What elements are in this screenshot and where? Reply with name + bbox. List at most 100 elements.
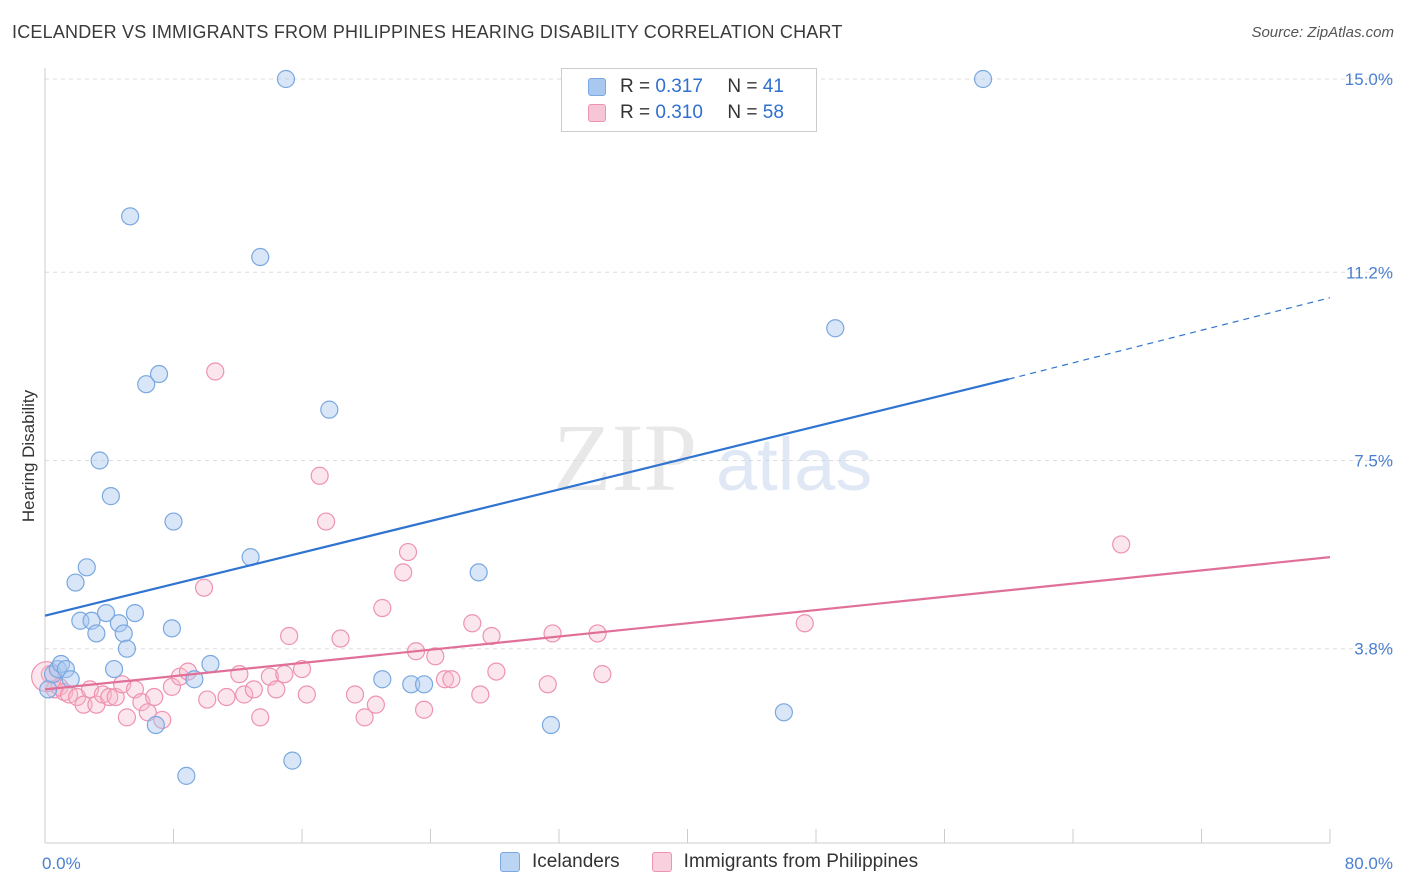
legend-r-value: 0.317	[655, 76, 703, 97]
philippines-point	[345, 685, 365, 704]
chart-title: ICELANDER VS IMMIGRANTS FROM PHILIPPINES…	[12, 22, 843, 42]
source-credit: Source: ZipAtlas.com	[1251, 24, 1394, 41]
icelanders-point	[117, 639, 137, 658]
legend-row-philippines: R = 0.310 N = 58	[588, 100, 784, 126]
icelanders-point	[66, 573, 85, 592]
icelanders-point	[177, 766, 196, 785]
icelanders-point	[402, 675, 421, 694]
philippines-point	[198, 690, 217, 709]
icelanders-point	[90, 451, 109, 470]
philippines-point	[1112, 535, 1131, 554]
philippines-point	[297, 685, 316, 704]
philippines-point	[398, 542, 418, 562]
x-tick-label: 80.0%	[1345, 854, 1393, 873]
philippines-point	[117, 708, 137, 727]
philippines-point	[217, 687, 236, 707]
philippines-point	[194, 578, 214, 597]
philippines-point	[244, 680, 263, 699]
icelanders-point	[320, 400, 339, 419]
philippines-point	[280, 626, 299, 646]
icelanders-point	[774, 703, 793, 722]
legend-swatch-pink	[588, 104, 606, 122]
icelanders-point	[201, 654, 220, 674]
series-legend: Icelanders Immigrants from Philippines	[500, 851, 950, 873]
philippines-point	[251, 708, 270, 727]
icelanders-point	[77, 558, 96, 577]
y-tick-label: 11.2%	[1346, 263, 1393, 282]
icelanders-point	[973, 69, 993, 89]
philippines-point	[316, 512, 336, 531]
legend-row-icelanders: R = 0.317 N = 41	[588, 74, 784, 100]
legend-r-value: 0.310	[655, 102, 703, 123]
legend-label-philippines: Immigrants from Philippines	[683, 851, 919, 872]
legend-r-label: R =	[620, 102, 651, 123]
philippines-point	[442, 670, 461, 689]
icelanders-trend-extension	[1008, 297, 1331, 380]
philippines-point	[795, 614, 814, 633]
legend-n-label: N =	[727, 76, 758, 97]
icelanders-point	[826, 319, 845, 338]
philippines-point	[275, 665, 294, 684]
y-tick-label: 15.0%	[1345, 70, 1393, 89]
philippines-point	[331, 629, 350, 648]
philippines-point	[355, 708, 374, 727]
watermark-zip: ZIP	[553, 404, 697, 511]
philippines-point	[471, 685, 490, 704]
watermark: ZIP atlas	[553, 404, 872, 511]
icelanders-point	[87, 624, 106, 643]
icelanders-point	[283, 751, 302, 770]
philippines-point	[487, 662, 506, 681]
icelanders-point	[469, 563, 488, 582]
icelanders-point	[109, 614, 128, 633]
icelanders-point	[137, 375, 156, 394]
philippines-point	[394, 563, 413, 582]
philippines-point	[235, 685, 254, 704]
philippines-trend-line	[44, 556, 1331, 691]
icelanders-point	[276, 69, 296, 89]
stats-legend: R = 0.317 N = 41 R = 0.310 N = 58	[561, 68, 817, 132]
icelanders-point	[146, 715, 165, 735]
series-icelanders-points	[39, 69, 993, 785]
icelanders-point	[114, 624, 133, 643]
icelanders-point	[56, 659, 75, 679]
icelanders-point	[96, 603, 116, 623]
legend-item-philippines[interactable]: Immigrants from Philippines	[651, 851, 919, 873]
icelanders-point	[104, 659, 124, 679]
philippines-point	[267, 680, 286, 699]
legend-n-value: 41	[762, 76, 784, 97]
icelanders-point	[162, 619, 181, 638]
legend-swatch-blue	[588, 78, 606, 96]
legend-label-icelanders: Icelanders	[532, 851, 620, 872]
legend-n-value: 58	[762, 102, 784, 123]
philippines-point	[414, 700, 434, 719]
legend-swatch-blue	[500, 852, 520, 872]
philippines-point	[543, 624, 562, 643]
icelanders-point	[149, 364, 169, 384]
philippines-point	[100, 687, 119, 707]
philippines-point	[426, 647, 445, 666]
y-tick-label: 7.5%	[1354, 452, 1393, 471]
icelanders-point	[541, 715, 561, 735]
legend-r-label: R =	[620, 76, 651, 97]
axes	[44, 68, 1331, 844]
watermark-atlas: atlas	[716, 423, 872, 506]
philippines-point	[74, 695, 93, 714]
philippines-point	[366, 695, 385, 714]
philippines-point	[292, 659, 312, 679]
icelanders-point	[373, 670, 392, 689]
legend-swatch-pink	[651, 852, 672, 872]
icelanders-point	[125, 603, 145, 623]
y-axis-title: Hearing Disability	[19, 389, 38, 522]
philippines-point	[593, 665, 612, 684]
philippines-point	[145, 687, 164, 707]
legend-n-label: N =	[727, 102, 758, 123]
tick-labels: 3.8% 7.5% 11.2% 15.0% 0.0% 80.0%	[42, 70, 1393, 873]
icelanders-trend-line	[44, 378, 1010, 617]
philippines-point	[435, 670, 455, 689]
philippines-point	[310, 466, 329, 485]
philippines-point	[538, 675, 557, 694]
legend-item-icelanders[interactable]: Icelanders	[500, 851, 620, 873]
y-tick-label: 3.8%	[1354, 640, 1393, 659]
icelanders-point	[414, 675, 434, 694]
